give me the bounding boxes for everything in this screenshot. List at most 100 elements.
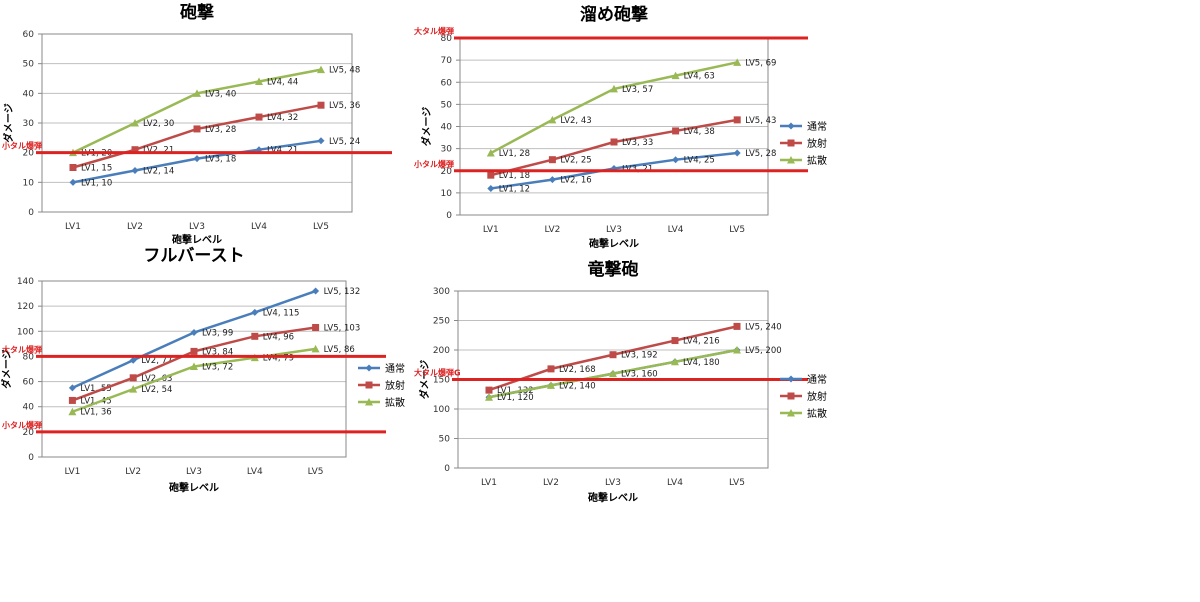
data-label: LV2, 21 (143, 146, 174, 156)
chart-tame-hougeki: 溜め砲撃 0 10 20 30 40 50 60 70 80 LV1 LV2 LV3 LV4 LV5 砲撃レベ… (412, 0, 852, 255)
data-point (68, 396, 76, 404)
data-label: LV2, 140 (559, 381, 596, 391)
data-label: LV5, 200 (745, 346, 782, 356)
data-point (255, 77, 263, 85)
data-label: LV2, 63 (141, 374, 172, 384)
data-point (131, 146, 139, 154)
y-tick-label: 0 (28, 208, 34, 218)
y-tick-label: 80 (23, 352, 35, 362)
data-point (69, 164, 77, 171)
y-tick-label: 250 (433, 317, 450, 327)
legend-marker (787, 392, 795, 400)
data-label: LV2, 14 (143, 166, 174, 176)
data-label: LV1, 28 (499, 149, 530, 159)
data-label: LV3, 33 (622, 138, 653, 148)
data-point (548, 176, 556, 184)
legend-label: 拡散 (807, 154, 827, 167)
data-label: LV5, 48 (329, 66, 360, 76)
reference-line-label: 小タル爆弾 (413, 159, 454, 169)
data-label: LV5, 240 (745, 322, 782, 332)
data-label: LV1, 36 (80, 408, 111, 418)
y-tick-label: 120 (17, 302, 34, 312)
data-point (312, 324, 320, 332)
data-label: LV4, 115 (263, 308, 300, 318)
data-point (671, 337, 679, 345)
data-label: LV2, 43 (560, 116, 591, 126)
legend-label: 放射 (385, 379, 405, 392)
data-point (733, 346, 741, 354)
y-tick-label: 30 (441, 145, 453, 155)
legend-marker (787, 122, 795, 130)
legend-marker (787, 375, 795, 383)
data-point (129, 374, 137, 382)
y-tick-label: 20 (441, 167, 453, 177)
y-tick-label: 80 (441, 34, 453, 44)
data-point (609, 369, 617, 378)
data-point (317, 65, 325, 74)
chart-hougeki: 砲撃 0 10 20 30 40 50 60 LV1 LV2 LV3 LV4 LV5 砲撃レベル ダメージ L… (0, 0, 400, 250)
data-label: LV1, 15 (81, 164, 112, 174)
reference-line-label: 大タル爆弾 (414, 26, 454, 36)
legend-label: 拡散 (807, 407, 827, 420)
y-tick-label: 50 (441, 100, 453, 110)
y-tick-label: 150 (433, 376, 450, 386)
x-tick-label: LV4 (247, 467, 263, 477)
chart-svg: 溜め砲撃 0 10 20 30 40 50 60 70 80 LV1 LV2 LV3 LV4 LV5 砲撃レベ… (413, 4, 827, 250)
y-tick-label: 20 (23, 149, 35, 159)
data-point (68, 384, 76, 392)
y-tick-label: 50 (23, 60, 35, 70)
x-tick-label: LV2 (125, 467, 141, 477)
y-tick-label: 100 (17, 327, 34, 337)
data-label: LV4, 63 (684, 72, 715, 82)
legend-label: 放射 (807, 137, 827, 150)
x-axis-label: 砲撃レベル (587, 491, 638, 504)
y-tick-label: 0 (446, 211, 452, 221)
data-point (251, 332, 259, 340)
data-point (193, 155, 201, 163)
series-拡散: LV1, 36 LV2, 54 LV3, 72 LV4, 79 LV5, 86 (68, 344, 355, 418)
chart-title: 砲撃 (180, 2, 214, 23)
x-tick-label: LV1 (64, 467, 80, 477)
series-拡散: LV1, 28 LV2, 43 LV3, 57 LV4, 63 LV5, 69 (486, 58, 776, 159)
y-tick-label: 20 (23, 428, 35, 438)
x-tick-label: LV4 (668, 225, 684, 235)
y-tick-label: 30 (23, 119, 35, 129)
y-tick-label: 300 (433, 287, 450, 297)
data-label: LV3, 72 (202, 362, 233, 372)
y-tick-label: 60 (441, 78, 453, 88)
legend-marker (365, 398, 373, 406)
data-label: LV4, 21 (267, 146, 298, 156)
y-axis-label: ダメージ (420, 107, 433, 147)
data-label: LV5, 28 (745, 149, 776, 159)
data-label: LV5, 103 (324, 324, 361, 334)
data-label: LV3, 160 (621, 370, 658, 380)
x-tick-label: LV4 (667, 478, 683, 488)
x-tick-label: LV5 (729, 225, 745, 235)
legend-label: 通常 (807, 373, 827, 386)
data-label: LV5, 36 (329, 101, 360, 111)
chart-svg: 竜撃砲 0 50 100 150 200 250 300 LV1 LV2 LV3 LV4 LV5 砲撃レベ… (414, 259, 827, 504)
legend-marker (787, 409, 795, 417)
legend-marker (365, 381, 373, 389)
x-tick-label: LV1 (483, 225, 499, 235)
x-tick-label: LV1 (65, 222, 81, 232)
x-axis-label: 砲撃レベル (171, 233, 222, 246)
data-point (548, 156, 556, 164)
x-tick-label: LV2 (127, 222, 143, 232)
legend-label: 通常 (807, 120, 827, 133)
data-label: LV3, 99 (202, 329, 233, 339)
data-label: LV4, 79 (263, 354, 294, 364)
chart-svg: 砲撃 0 10 20 30 40 50 60 LV1 LV2 LV3 LV4 LV5 砲撃レベル ダメージ L… (1, 2, 392, 246)
data-label: LV2, 168 (559, 365, 596, 375)
data-label: LV1, 55 (80, 384, 111, 394)
data-label: LV1, 12 (499, 184, 530, 194)
data-label: LV1, 45 (80, 396, 111, 406)
series-放射: LV1, 45 LV2, 63 LV3, 84 LV4, 96 LV5, 103 (68, 324, 361, 406)
data-point (485, 393, 493, 401)
series-放射: LV1, 18 LV2, 25 LV3, 33 LV4, 38 LV5, 43 (487, 116, 776, 181)
y-tick-label: 60 (23, 30, 35, 40)
y-tick-label: 50 (439, 435, 451, 445)
series-通常: LV1, 10 LV2, 14 LV3, 18 LV4, 21 LV5, 24 (69, 137, 360, 188)
data-point (733, 58, 742, 66)
